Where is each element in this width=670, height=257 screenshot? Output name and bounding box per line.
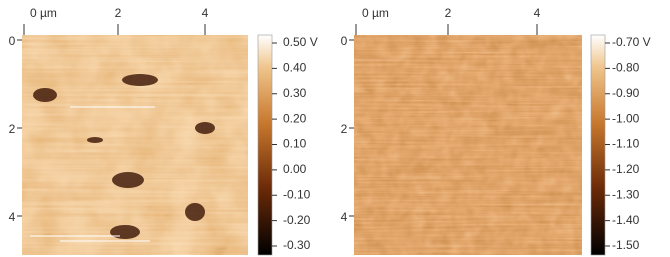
colorbar-tick-label: 0.00: [283, 162, 307, 176]
colorbar-tick-label: -0.30: [283, 238, 311, 252]
x-tick-label: 0 µm: [30, 6, 57, 20]
colorbar-tick-label: -0.70 V: [612, 35, 651, 49]
colorbar: [258, 35, 272, 255]
colorbar-tick-label: 0.20: [283, 111, 307, 125]
figure: 0 µm 2 4 0 2 4 0.50 V 0.40 0.30 0.20 0.10 0.00 -0.10…: [0, 0, 670, 257]
colorbar-tick-label: -1.50: [612, 238, 640, 252]
x-tick-label: 2: [445, 6, 452, 20]
y-tick-label: 2: [9, 122, 16, 136]
afm-image: [22, 35, 248, 255]
colorbar-tick-label: -1.20: [612, 162, 640, 176]
afm-image: [354, 35, 582, 255]
y-tick-label: 2: [341, 122, 348, 136]
colorbar-tick-label: -0.20: [283, 213, 311, 227]
y-tick-label: 4: [341, 210, 348, 224]
colorbar-tick-label: -0.80: [612, 61, 640, 75]
colorbar-tick-label: 0.40: [283, 61, 307, 75]
colorbar-tick-label: 0.50 V: [283, 35, 318, 49]
x-tick-label: 4: [534, 6, 541, 20]
colorbar-tick-label: 0.30: [283, 86, 307, 100]
y-tick-label: 0: [341, 34, 348, 48]
colorbar-tick-label: -0.10: [283, 187, 311, 201]
colorbar: [591, 35, 605, 255]
y-tick-label: 0: [9, 34, 16, 48]
colorbar-tick-label: 0.10: [283, 137, 307, 151]
y-tick-label: 4: [9, 210, 16, 224]
x-tick-label: 0 µm: [362, 6, 389, 20]
x-tick-label: 2: [115, 6, 122, 20]
colorbar-tick-label: -0.90: [612, 86, 640, 100]
colorbar-tick-label: -1.40: [612, 213, 640, 227]
colorbar-tick-label: -1.10: [612, 137, 640, 151]
colorbar-tick-label: -1.30: [612, 187, 640, 201]
colorbar-tick-label: -1.00: [612, 111, 640, 125]
x-tick-label: 4: [202, 6, 209, 20]
